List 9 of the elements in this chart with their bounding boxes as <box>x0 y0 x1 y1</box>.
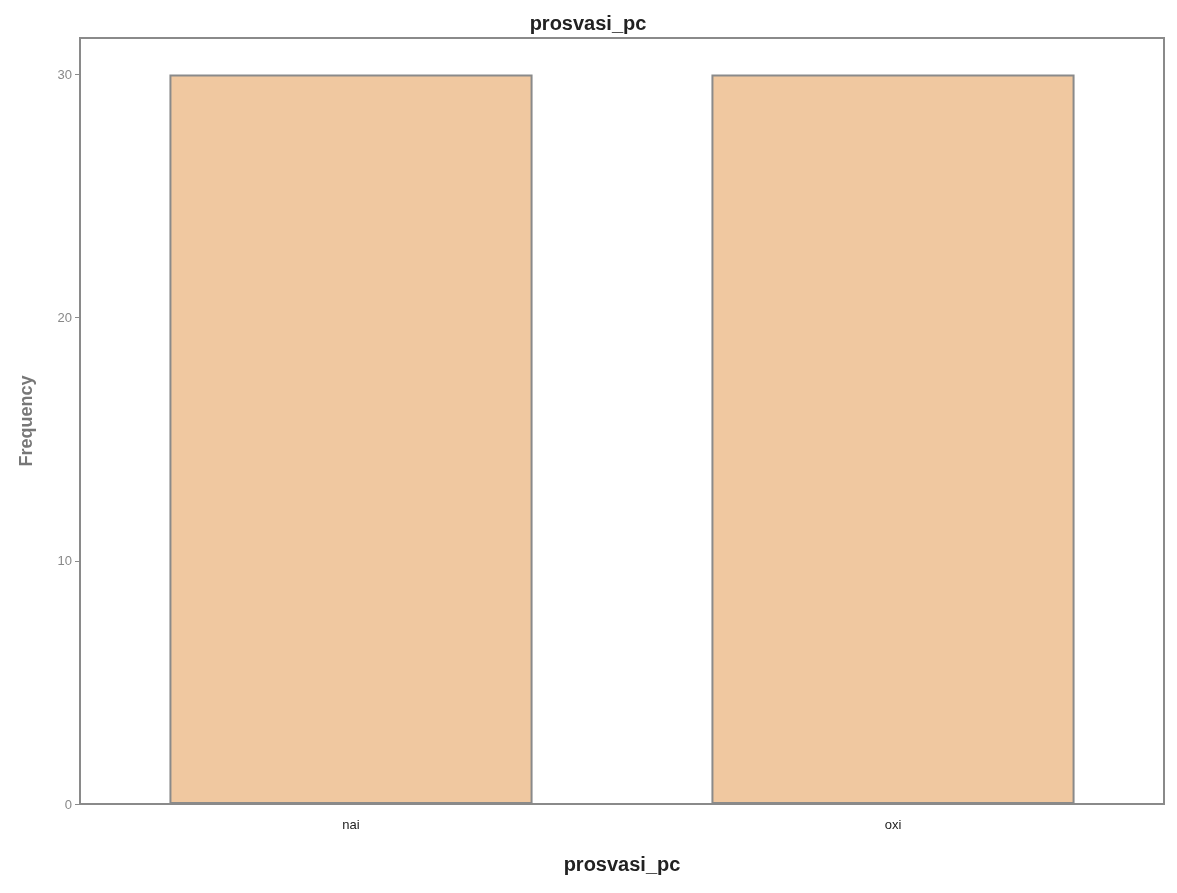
y-axis-title: Frequency <box>16 375 36 467</box>
x-tick-label: oxi <box>884 817 902 832</box>
y-tick-label: 20 <box>57 310 72 326</box>
y-tick-label: 30 <box>57 66 72 82</box>
chart-title: prosvasi_pc <box>529 12 647 34</box>
y-tick-label: 0 <box>64 796 72 812</box>
x-axis-title: prosvasi_pc <box>563 853 681 875</box>
y-tick-label: 10 <box>57 553 72 569</box>
x-tick-label: nai <box>342 817 360 832</box>
